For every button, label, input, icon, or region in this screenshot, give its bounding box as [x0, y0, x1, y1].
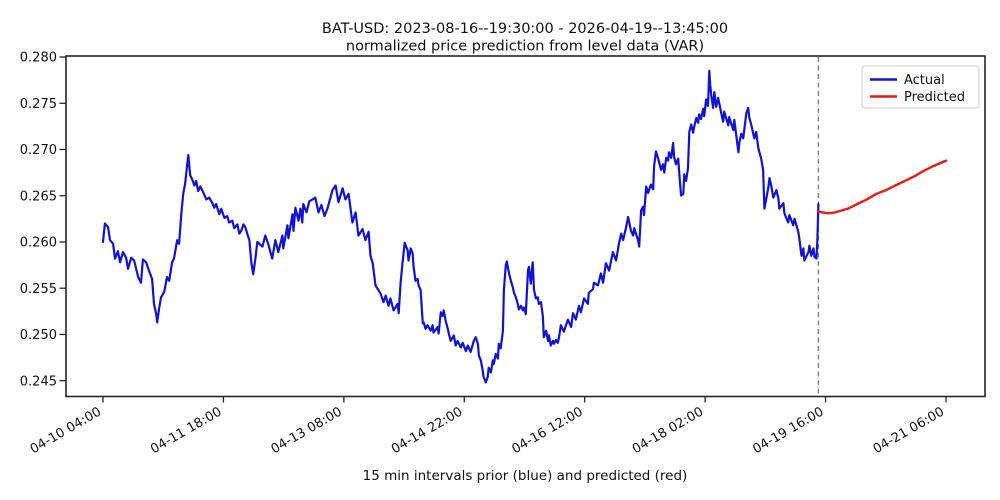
legend-actual-label: Actual — [904, 73, 945, 88]
legend-predicted-label: Predicted — [904, 90, 965, 105]
actual-line — [101, 69, 820, 384]
y-tick-label: 0.245 — [20, 374, 57, 389]
y-tick-label: 0.275 — [20, 97, 57, 112]
y-tick-label: 0.260 — [20, 236, 57, 251]
y-tick-label: 0.250 — [20, 328, 57, 343]
legend: Actual Predicted — [861, 65, 980, 109]
x-tick-label: 04-13 08:00 — [269, 404, 345, 457]
x-tick-label: 04-10 04:00 — [28, 404, 104, 457]
x-axis-label: 15 min intervals prior (blue) and predic… — [363, 468, 688, 484]
y-axis-ticks: 0.245 0.250 0.255 0.260 0.265 0.270 0.275 0.280 — [20, 51, 66, 389]
y-tick-label: 0.265 — [20, 189, 57, 204]
chart-title-line1: BAT-USD: 2023-08-16--19:30:00 - 2026-04-… — [322, 21, 728, 37]
x-tick-label: 04-21 06:00 — [871, 404, 947, 457]
plot-frame — [65, 55, 986, 398]
y-tick-label: 0.280 — [20, 51, 57, 66]
x-tick-label: 04-11 18:00 — [148, 404, 224, 457]
y-tick-label: 0.270 — [20, 143, 57, 158]
x-tick-label: 04-19 16:00 — [750, 404, 826, 457]
y-tick-label: 0.255 — [20, 282, 57, 297]
x-tick-label: 04-14 22:00 — [389, 404, 465, 457]
predicted-line — [817, 159, 948, 215]
x-tick-label: 04-16 12:00 — [509, 404, 585, 457]
chart-title-line2: normalized price prediction from level d… — [346, 39, 704, 55]
x-axis-ticks: 04-10 04:00 04-11 18:00 04-13 08:00 04-14 2… — [28, 396, 947, 457]
x-tick-label: 04-18 02:00 — [630, 404, 706, 457]
